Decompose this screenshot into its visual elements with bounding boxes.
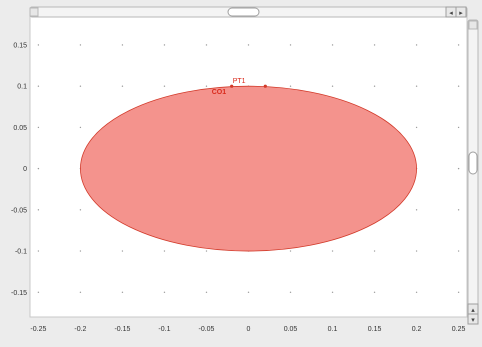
grid-dot <box>163 44 166 46</box>
grid-dot <box>373 291 376 293</box>
scrollbar-left-cap <box>29 7 39 17</box>
y-tick-label: 0.15 <box>13 42 27 49</box>
scroll-up-icon: ▴ <box>471 307 475 314</box>
grid-dot <box>373 250 376 252</box>
x-tick-label: 0 <box>247 326 251 333</box>
grid-dot <box>79 209 82 211</box>
x-tick-label: 0.1 <box>328 326 338 333</box>
grid-dot <box>247 44 250 46</box>
grid-dot <box>37 85 40 87</box>
horizontal-scrollbar[interactable]: ◂ ▸ <box>29 6 468 18</box>
x-tick-label: 0.05 <box>284 326 298 333</box>
grid-dot <box>289 250 292 252</box>
grid-dot <box>37 209 40 211</box>
x-tick-label: -0.2 <box>74 326 86 333</box>
x-tick-label: -0.25 <box>30 326 46 333</box>
grid-dot <box>331 291 334 293</box>
x-tick-label: 0.15 <box>368 326 382 333</box>
grid-dot <box>373 44 376 46</box>
x-tick-label: -0.15 <box>114 326 130 333</box>
vertical-scrollbar[interactable]: ▴ ▾ <box>467 19 479 325</box>
grid-dot <box>121 250 124 252</box>
x-tick-label: -0.1 <box>158 326 170 333</box>
grid-dot <box>331 250 334 252</box>
grid-dot <box>205 250 208 252</box>
geometry-points <box>230 84 267 88</box>
y-tick-label: 0.1 <box>17 84 27 91</box>
scroll-right-icon: ▸ <box>459 10 463 17</box>
grid-dot <box>79 291 82 293</box>
scroll-down-button[interactable] <box>467 313 479 325</box>
grid-dot <box>79 250 82 252</box>
ellipse-geometry[interactable] <box>80 85 417 252</box>
grid-dot <box>289 85 292 87</box>
scrollbar-top-cap <box>468 20 478 30</box>
grid-dot <box>457 209 460 211</box>
grid-dot <box>79 126 82 129</box>
y-tick-label: 0 <box>23 166 27 173</box>
x-tick-label: 0.2 <box>412 326 422 333</box>
pt1-label: PT1 <box>233 78 246 85</box>
grid-dot <box>373 85 376 87</box>
grid-dot <box>205 291 208 293</box>
grid-dot <box>457 250 460 252</box>
grid-dot <box>163 250 166 252</box>
grid-dot <box>415 126 418 129</box>
grid-dot <box>205 85 208 87</box>
grid-dot <box>415 85 418 87</box>
grid-dot <box>121 291 124 293</box>
y-tick-label: -0.1 <box>15 249 27 256</box>
grid-dot <box>37 250 40 252</box>
y-axis-ticks: 0.15 0.1 0.05 0 -0.05 -0.1 -0.15 <box>11 42 27 296</box>
y-tick-label: 0.05 <box>13 125 27 132</box>
grid-dot <box>205 44 208 46</box>
x-tick-label: 0.25 <box>452 326 466 333</box>
grid-dot <box>415 291 418 293</box>
grid-dot <box>79 85 82 87</box>
grid-dot <box>457 167 460 170</box>
scroll-right-button[interactable] <box>455 6 467 18</box>
scroll-down-icon: ▾ <box>471 317 475 324</box>
y-tick-label: -0.15 <box>11 290 27 297</box>
grid-dot <box>163 85 166 87</box>
grid-dot <box>37 291 40 293</box>
grid-dot <box>415 44 418 46</box>
grid-dot <box>457 291 460 293</box>
grid-dot <box>121 85 124 87</box>
grid-dot <box>247 291 250 293</box>
grid-dot <box>163 291 166 293</box>
x-tick-label: -0.05 <box>198 326 214 333</box>
grid-dot <box>415 209 418 211</box>
y-tick-label: -0.05 <box>11 207 27 214</box>
grid-dot <box>37 126 40 129</box>
grid-dot <box>415 250 418 252</box>
geometry-point[interactable] <box>230 84 234 88</box>
scroll-left-icon: ◂ <box>449 10 453 17</box>
grid-dot <box>121 44 124 46</box>
co1-label: CO1 <box>212 89 227 96</box>
grid-dot <box>289 44 292 46</box>
grid-dot <box>457 44 460 46</box>
grid-dot <box>457 126 460 129</box>
grid-dot <box>37 167 40 170</box>
x-axis-ticks: -0.25 -0.2 -0.15 -0.1 -0.05 0 0.05 0.1 0.15 0.2 0.… <box>30 326 465 333</box>
grid-dot <box>331 85 334 87</box>
grid-dot <box>37 44 40 46</box>
geometry-point[interactable] <box>263 84 267 88</box>
grid-dot <box>331 44 334 46</box>
vertical-scroll-thumb[interactable] <box>468 151 478 175</box>
grid-dot <box>457 85 460 87</box>
horizontal-scroll-thumb[interactable] <box>227 7 260 17</box>
grid-dot <box>79 44 82 46</box>
grid-dot <box>289 291 292 293</box>
